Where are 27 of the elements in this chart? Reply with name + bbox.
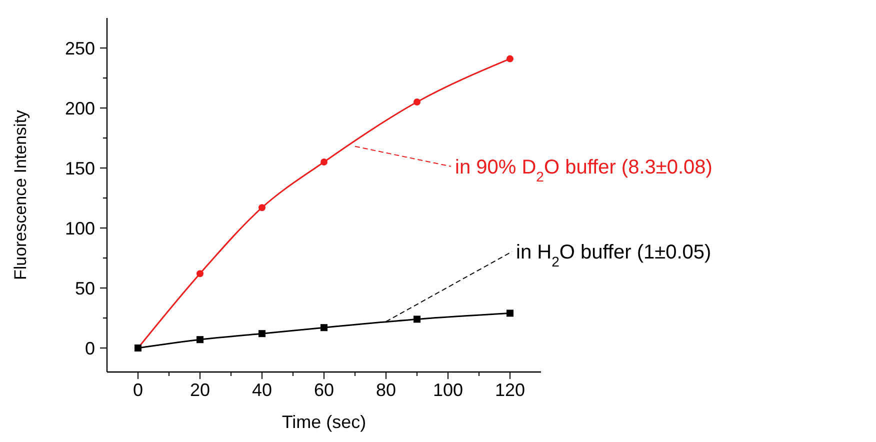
point — [258, 330, 266, 338]
point — [414, 316, 420, 323]
y-tick-label: 150 — [64, 158, 95, 178]
point — [414, 98, 420, 106]
x-tick-label: 60 — [314, 380, 334, 400]
annotation: in 90% D$_{2}$O buffer (8.3±0.08) — [455, 156, 712, 184]
y-tick-label: 200 — [64, 98, 95, 118]
y-tick-label: 100 — [64, 218, 95, 238]
x-tick-label: 40 — [252, 380, 272, 400]
y-axis-title: Fluorescence Intensity — [11, 109, 30, 280]
point — [506, 310, 514, 317]
x-tick-label: 120 — [494, 380, 526, 400]
point — [258, 204, 266, 212]
x-tick-label: 80 — [376, 380, 396, 400]
point — [196, 270, 204, 278]
x-tick-label: 0 — [132, 380, 144, 400]
x-tick-label: 20 — [190, 380, 210, 400]
annotation: in H$_{2}$O buffer (1±0.05) — [516, 242, 712, 270]
x-axis-title: Time (sec) — [282, 412, 366, 432]
point — [320, 324, 328, 332]
y-tick-label: 50 — [74, 278, 95, 298]
y-tick-label: 250 — [64, 38, 95, 58]
x-tick-label: 100 — [432, 380, 464, 400]
point — [506, 55, 514, 62]
y-tick-label: 0 — [84, 338, 95, 358]
point — [196, 336, 204, 344]
point — [320, 158, 328, 166]
